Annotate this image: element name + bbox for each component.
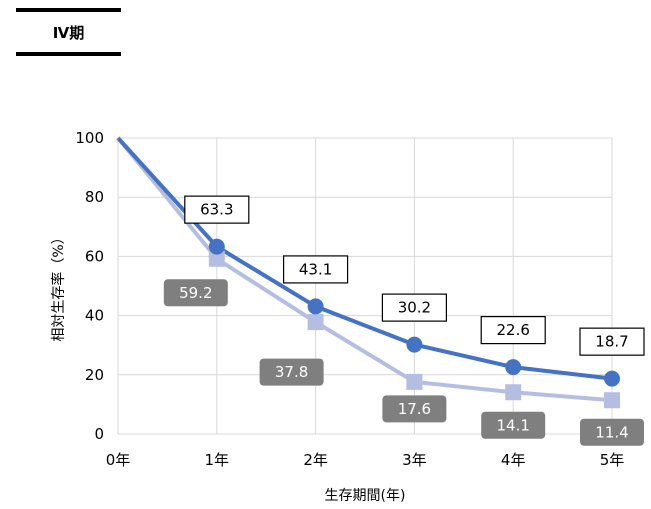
series1-data-label: 18.7 (595, 333, 628, 351)
x-tick-label: 0年 (106, 451, 131, 469)
y-tick-label: 100 (75, 129, 104, 147)
series-markers (208, 238, 620, 409)
series2-label-box (580, 418, 644, 446)
x-axis-title: 生存期間(年) (325, 488, 406, 504)
series2-label-box (259, 358, 324, 386)
header-bottom-rule (16, 52, 121, 56)
series2-marker (208, 250, 225, 267)
series2-data-label: 11.4 (595, 423, 628, 441)
series2-data-label: 14.1 (496, 416, 529, 434)
series1-marker (307, 298, 324, 315)
series2-label-box (163, 279, 228, 307)
series2-label-box (481, 411, 546, 439)
series1-data-label: 30.2 (398, 299, 431, 317)
series-lines (116, 136, 613, 403)
series1-marker (604, 370, 620, 387)
series2-marker (604, 392, 620, 409)
header-top-rule (16, 8, 121, 12)
series1-label-box (184, 195, 250, 224)
series2-data-label: 37.8 (275, 363, 308, 381)
y-tick-label: 20 (85, 366, 104, 384)
x-tick-label: 1年 (205, 451, 230, 469)
series1-label-box (480, 316, 546, 345)
x-tick-label: 5年 (600, 451, 625, 469)
series2-marker (505, 384, 522, 401)
series1-data-label: 22.6 (496, 321, 529, 339)
series2-line (116, 136, 613, 403)
y-tick-label: 80 (85, 188, 104, 206)
series2-label-box (382, 395, 447, 423)
series1-marker (208, 238, 225, 255)
x-tick-label: 4年 (501, 451, 526, 469)
series1-marker (406, 336, 423, 353)
series1-label-box (283, 255, 349, 284)
series1-data-label: 43.1 (299, 260, 332, 278)
stage-header: Ⅳ期 (16, 8, 121, 56)
y-axis-title: 相対生存率（%） (50, 230, 67, 341)
series1-label-box (579, 327, 645, 356)
stage-title: Ⅳ期 (52, 24, 85, 42)
y-tick-labels: 0 20 40 60 80 100 (75, 129, 104, 443)
x-tick-labels: 0年 1年 2年 3年 4年 5年 (106, 451, 625, 469)
series1-line (116, 136, 613, 381)
series1-marker (505, 359, 522, 376)
series2-marker (406, 373, 423, 390)
series1-label-box (381, 293, 447, 322)
x-tick-label: 2年 (303, 451, 328, 469)
x-tick-label: 3年 (402, 451, 427, 469)
series2-marker (307, 314, 324, 331)
y-tick-label: 60 (85, 247, 104, 265)
data-labels: 63.3 43.1 30.2 22.6 18.7 59.2 37.8 17.6 14.1 11.4 (163, 195, 645, 446)
y-tick-label: 40 (85, 307, 104, 325)
y-tick-label: 0 (94, 425, 104, 443)
series2-data-label: 59.2 (179, 284, 212, 302)
series1-data-label: 63.3 (200, 201, 233, 219)
series2-data-label: 17.6 (398, 400, 431, 418)
